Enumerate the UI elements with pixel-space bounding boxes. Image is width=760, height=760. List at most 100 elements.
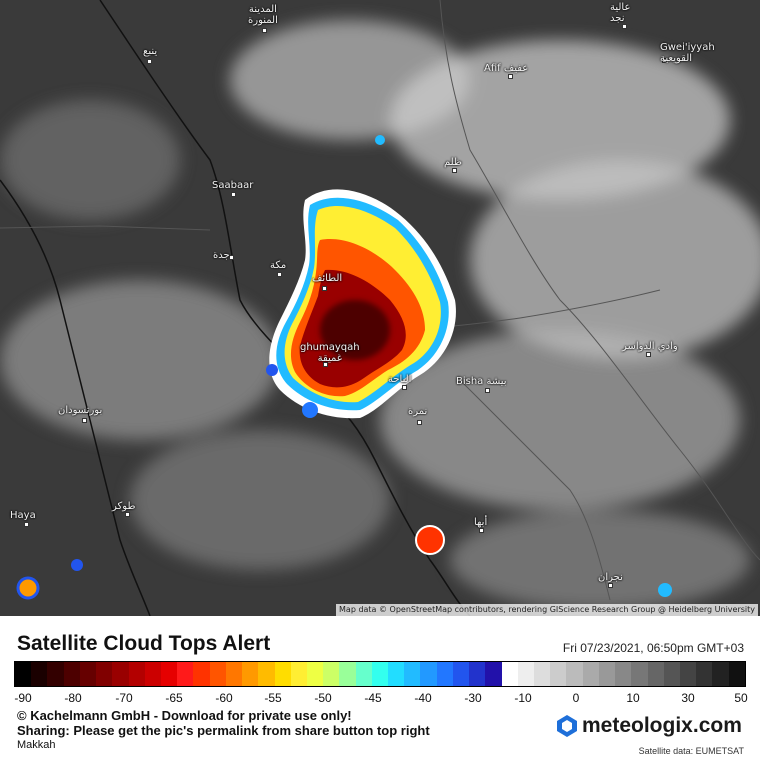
- scale-swatch: [582, 662, 599, 686]
- city-marker: [322, 286, 327, 291]
- city-marker: [147, 59, 152, 64]
- scale-tick-label: -50: [314, 691, 332, 705]
- city-label-saabaar: Saabaar: [212, 180, 254, 191]
- scale-tick-label: 10: [626, 691, 640, 705]
- scale-swatch: [469, 662, 486, 686]
- city-label-gweiiyyah: Gwei'iyyah القويعية: [660, 42, 715, 64]
- scale-swatch: [128, 662, 145, 686]
- city-marker: [402, 385, 407, 390]
- scale-swatch: [485, 662, 502, 686]
- scale-swatch: [615, 662, 632, 686]
- scale-swatch: [663, 662, 680, 686]
- city-label-baha: الباحة: [388, 374, 412, 385]
- scale-swatch: [306, 662, 324, 686]
- city-label-makkah: مكة: [270, 260, 287, 271]
- cloud-cover: [0, 20, 760, 610]
- scale-swatch: [31, 662, 48, 686]
- city-marker: [24, 522, 29, 527]
- copyright-notice: © Kachelmann GmbH - Download for private…: [17, 708, 352, 723]
- scale-swatch: [258, 662, 275, 686]
- scale-tick-label: -65: [165, 691, 183, 705]
- scale-swatch: [355, 662, 372, 686]
- map-attribution[interactable]: Map data © OpenStreetMap contributors, r…: [336, 604, 758, 616]
- scale-swatch: [452, 662, 470, 686]
- scale-swatch: [47, 662, 64, 686]
- logo-text: meteologix.com: [582, 714, 742, 737]
- city-label-tokar: طوكر: [112, 501, 136, 512]
- scale-swatch: [144, 662, 161, 686]
- scale-swatch: [647, 662, 664, 686]
- city-label-abha: أبها: [474, 517, 488, 528]
- scale-labels: -90 -80 -70 -65 -60 -55 -50 -45 -40 -30 -10 0 10 30 50: [0, 691, 760, 705]
- city-label-taif: الطائف: [312, 273, 343, 284]
- city-marker: [231, 192, 236, 197]
- map-graphics: [0, 0, 760, 616]
- city-marker: [452, 168, 457, 173]
- city-label-ghumayqah: ghumayqah غميقة: [300, 342, 360, 364]
- meteologix-logo[interactable]: meteologix.com: [556, 714, 742, 738]
- location-label: Makkah: [17, 739, 56, 751]
- city-marker: [262, 28, 267, 33]
- scale-swatch: [193, 662, 210, 686]
- scale-swatch: [177, 662, 194, 686]
- scale-swatch: [534, 662, 551, 686]
- map-title: Satellite Cloud Tops Alert: [17, 632, 271, 655]
- scale-swatch: [112, 662, 129, 686]
- city-label-madinah: المدينة المنورة: [248, 4, 278, 26]
- scale-tick-label: -80: [64, 691, 82, 705]
- scale-swatch: [290, 662, 307, 686]
- sharing-notice: Sharing: Please get the pic's permalink …: [17, 723, 430, 738]
- scale-swatch: [160, 662, 178, 686]
- scale-tick-label: 50: [734, 691, 748, 705]
- city-marker: [125, 512, 130, 517]
- scale-tick-label: -90: [14, 691, 32, 705]
- scale-swatch: [436, 662, 453, 686]
- scale-swatch: [371, 662, 389, 686]
- scale-swatch: [550, 662, 567, 686]
- logo-icon: [557, 715, 577, 737]
- scale-swatch: [209, 662, 226, 686]
- scale-tick-label: -30: [464, 691, 482, 705]
- scale-tick-label: 0: [572, 691, 580, 705]
- city-marker: [646, 352, 651, 357]
- scale-swatch: [517, 662, 534, 686]
- city-label-zalim: ظلم: [444, 157, 462, 168]
- scale-swatch: [323, 662, 340, 686]
- scale-swatch: [712, 662, 729, 686]
- city-marker: [277, 272, 282, 277]
- city-label-afif: Afif عفيف: [484, 63, 529, 74]
- city-label-namirah: نمرة: [408, 406, 428, 417]
- storm-small-cells: [16, 135, 672, 600]
- scale-swatch: [15, 662, 32, 686]
- city-marker: [82, 418, 87, 423]
- city-label-portsudan: بورتسودان: [58, 405, 103, 416]
- city-marker: [323, 362, 328, 367]
- satellite-map[interactable]: المدينة المنورة عالية نجد ينبع Gwei'iyyah ا…: [0, 0, 760, 616]
- scale-tick-label: -55: [264, 691, 282, 705]
- city-label-jeddah: جدة: [213, 250, 230, 261]
- scale-swatch: [274, 662, 291, 686]
- city-label-najran: نجران: [598, 572, 623, 583]
- scale-swatch: [79, 662, 97, 686]
- temperature-color-scale: [14, 661, 746, 687]
- scale-swatch: [679, 662, 697, 686]
- city-marker: [608, 583, 613, 588]
- scale-tick-label: -40: [414, 691, 432, 705]
- city-marker: [485, 388, 490, 393]
- scale-tick-label: -70: [115, 691, 133, 705]
- scale-tick-label: 30: [681, 691, 695, 705]
- city-label-haya: Haya: [10, 510, 36, 521]
- city-label-yanbu: ينبع: [143, 46, 158, 57]
- city-marker: [662, 58, 667, 63]
- scale-swatch: [631, 662, 648, 686]
- timestamp: Fri 07/23/2021, 06:50pm GMT+03: [562, 641, 744, 655]
- satellite-data-credit: Satellite data: EUMETSAT: [638, 746, 744, 756]
- scale-swatch: [63, 662, 80, 686]
- city-label-bisha: Bisha بيشة: [456, 376, 507, 387]
- scale-swatch: [225, 662, 243, 686]
- scale-tick-label: -45: [364, 691, 382, 705]
- scale-swatch: [339, 662, 356, 686]
- scale-swatch: [242, 662, 259, 686]
- scale-swatch: [696, 662, 713, 686]
- scale-swatch: [96, 662, 113, 686]
